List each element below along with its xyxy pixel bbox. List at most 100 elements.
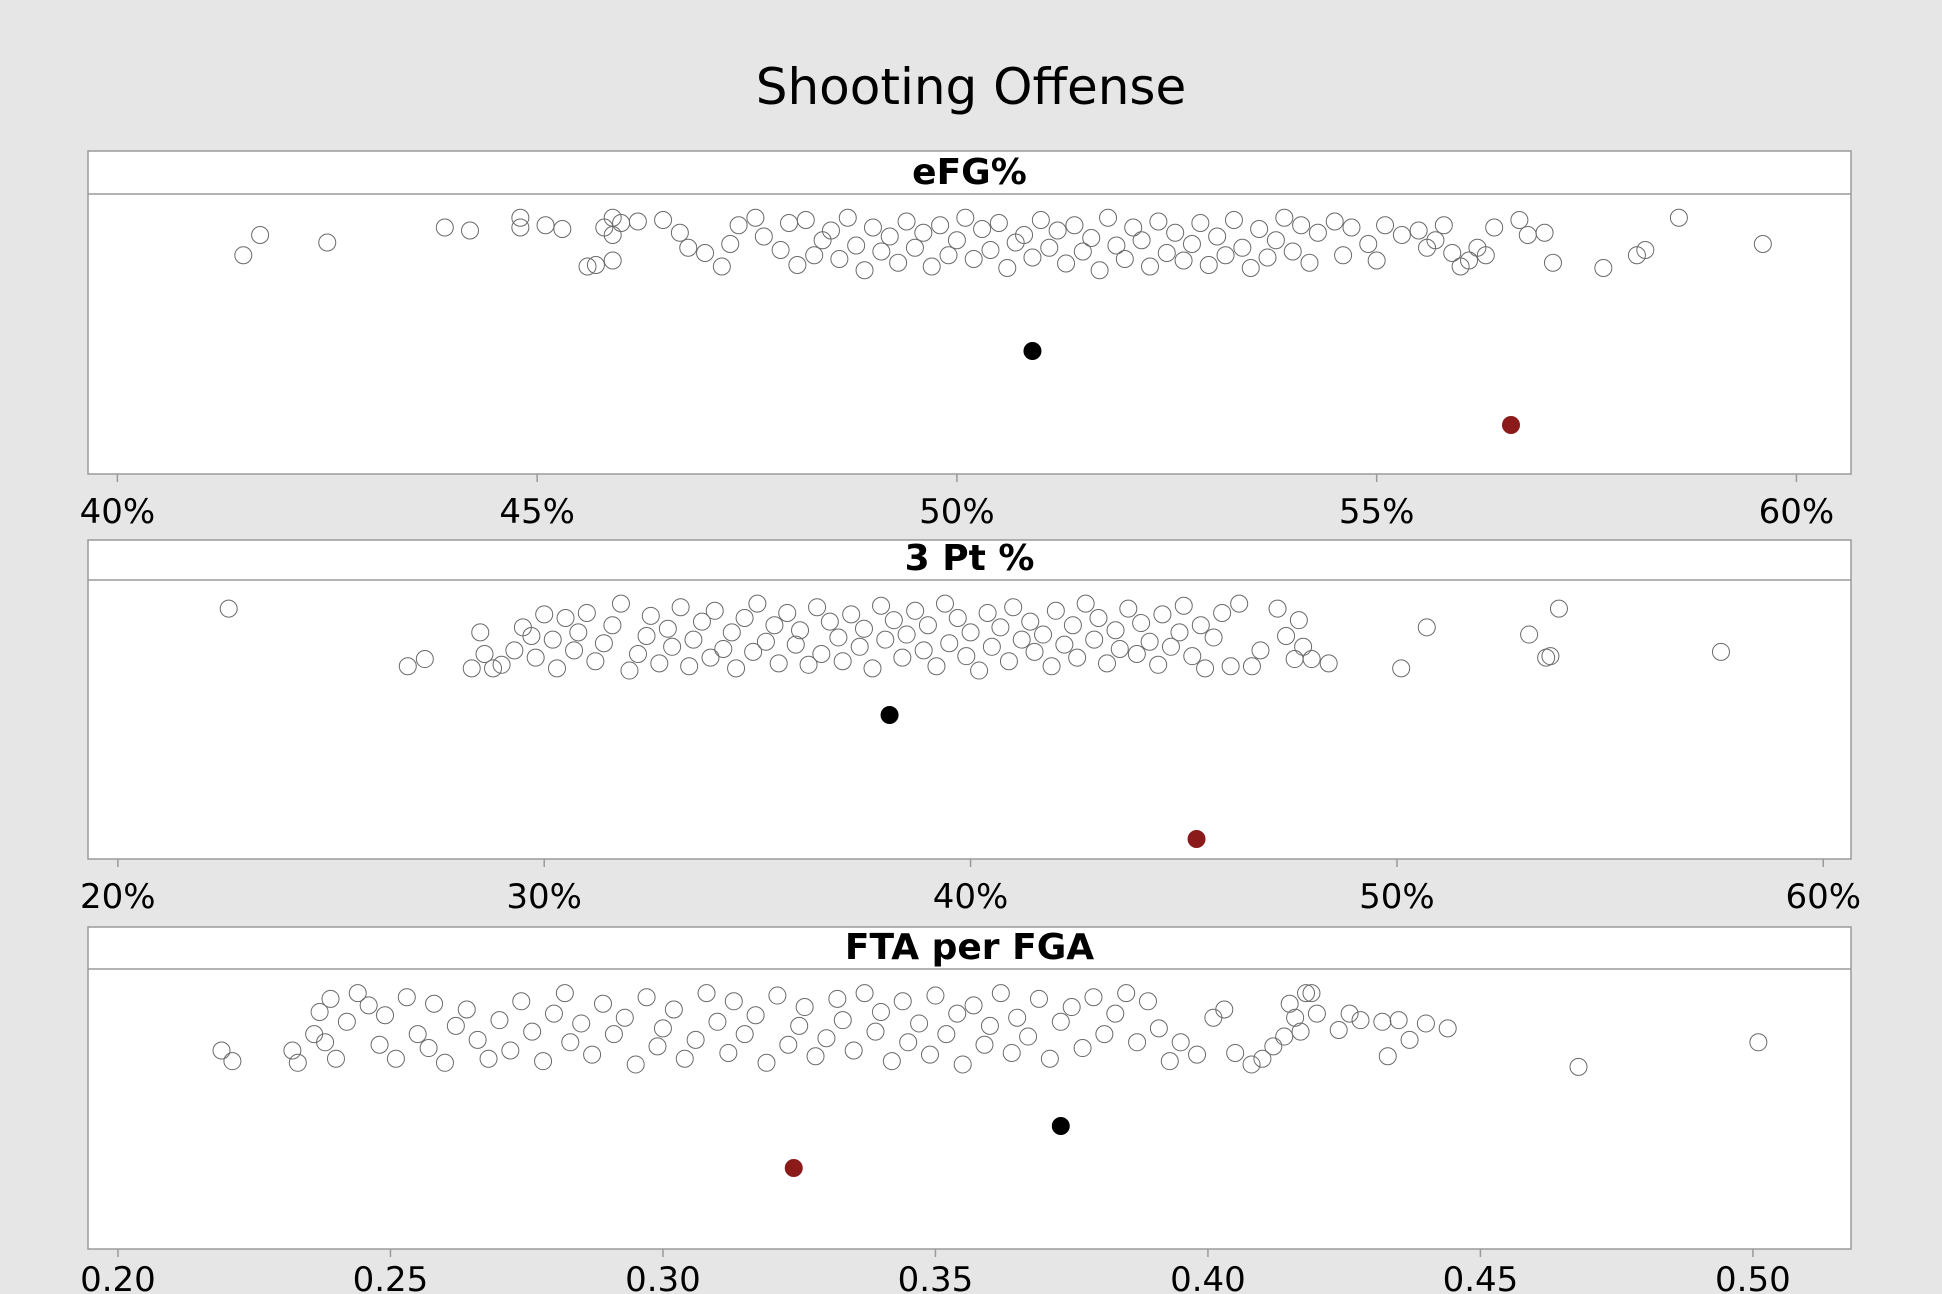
- data-point: [572, 1014, 591, 1033]
- data-point: [1183, 647, 1202, 666]
- panel-frame: [87, 926, 1852, 1250]
- data-point: [310, 1002, 329, 1021]
- data-point: [435, 218, 454, 237]
- data-point: [492, 655, 511, 674]
- data-point: [1233, 238, 1252, 257]
- data-point: [1251, 641, 1270, 660]
- data-point: [795, 998, 814, 1017]
- x-tick-label: 30%: [506, 877, 582, 917]
- data-point: [641, 606, 660, 625]
- data-point: [805, 246, 824, 265]
- data-point: [829, 628, 848, 647]
- data-point: [872, 596, 891, 615]
- data-point: [1711, 642, 1730, 661]
- data-point: [1157, 244, 1176, 262]
- data-point: [828, 989, 847, 1008]
- data-point: [821, 221, 840, 240]
- data-point: [953, 1055, 972, 1074]
- data-point: [1034, 625, 1053, 644]
- data-point: [1127, 645, 1146, 663]
- data-point: [1329, 1021, 1348, 1039]
- data-point: [1213, 603, 1232, 622]
- data-point: [980, 1016, 999, 1035]
- data-point: [1753, 235, 1772, 253]
- data-point: [523, 1022, 542, 1041]
- data-point: [1188, 1045, 1207, 1064]
- data-point: [1409, 221, 1428, 240]
- data-point: [675, 1049, 694, 1068]
- data-point: [768, 986, 787, 1005]
- data-point: [419, 1039, 438, 1058]
- x-tick-label: 0.30: [625, 1260, 701, 1294]
- data-point: [863, 659, 882, 678]
- data-point: [842, 605, 861, 624]
- data-point: [1046, 601, 1065, 620]
- panel-label: FTA per FGA: [845, 927, 1094, 968]
- data-point: [893, 648, 912, 667]
- data-point: [490, 1011, 509, 1030]
- data-point: [727, 659, 746, 678]
- data-point: [1535, 223, 1554, 242]
- data-point: [1073, 242, 1092, 261]
- x-tick-label: 20%: [80, 877, 156, 917]
- data-point: [658, 619, 677, 638]
- data-point: [1319, 654, 1338, 673]
- data-point: [397, 988, 416, 1007]
- data-point: [1359, 235, 1378, 253]
- data-point: [604, 1025, 623, 1044]
- x-tick-label: 0.20: [80, 1260, 156, 1294]
- data-point: [1264, 1037, 1283, 1056]
- data-point: [1051, 1012, 1070, 1031]
- data-point: [219, 599, 238, 618]
- x-tick-label: 0.45: [1443, 1260, 1519, 1294]
- data-point: [866, 1022, 885, 1041]
- data-point: [1594, 259, 1613, 277]
- data-point: [1378, 1047, 1397, 1066]
- data-point: [1308, 223, 1327, 242]
- data-point: [1029, 989, 1048, 1008]
- data-point: [1106, 621, 1125, 640]
- data-point: [914, 641, 933, 660]
- data-point: [991, 618, 1010, 637]
- data-point: [1140, 257, 1159, 276]
- data-point: [1340, 1004, 1359, 1023]
- data-point: [577, 603, 596, 622]
- data-point: [719, 1043, 738, 1062]
- data-point: [684, 630, 703, 649]
- highlight-point-red: [1187, 830, 1206, 848]
- data-point: [844, 1041, 863, 1060]
- data-point: [964, 250, 983, 268]
- x-tick-label: 55%: [1339, 492, 1415, 532]
- data-point: [1277, 627, 1296, 645]
- data-point: [1520, 625, 1539, 644]
- data-point: [927, 657, 946, 676]
- data-point: [855, 984, 874, 1003]
- data-point: [1221, 657, 1240, 676]
- x-tick-label: 0.50: [1715, 1260, 1791, 1294]
- data-point: [876, 630, 895, 649]
- data-point: [926, 986, 945, 1005]
- data-point: [583, 1045, 602, 1064]
- data-point: [910, 1014, 929, 1033]
- data-point: [446, 1016, 465, 1035]
- data-point: [1268, 599, 1287, 618]
- data-point: [650, 654, 669, 673]
- data-point: [956, 208, 975, 227]
- data-point: [1208, 227, 1227, 246]
- panel-2: 3 Pt % 20% 30% 40% 50% 60%: [80, 538, 1861, 917]
- data-point: [603, 251, 622, 270]
- data-point: [769, 654, 788, 673]
- data-point: [1242, 657, 1261, 676]
- data-point: [948, 1004, 967, 1023]
- data-point: [556, 609, 575, 627]
- data-point: [283, 1041, 302, 1060]
- data-point: [817, 1029, 836, 1048]
- data-point: [1224, 211, 1243, 229]
- data-point: [1004, 598, 1023, 617]
- data-point: [1012, 630, 1031, 649]
- x-tick-label: 0.40: [1170, 1260, 1246, 1294]
- data-point: [1376, 216, 1395, 235]
- data-point: [1068, 648, 1087, 667]
